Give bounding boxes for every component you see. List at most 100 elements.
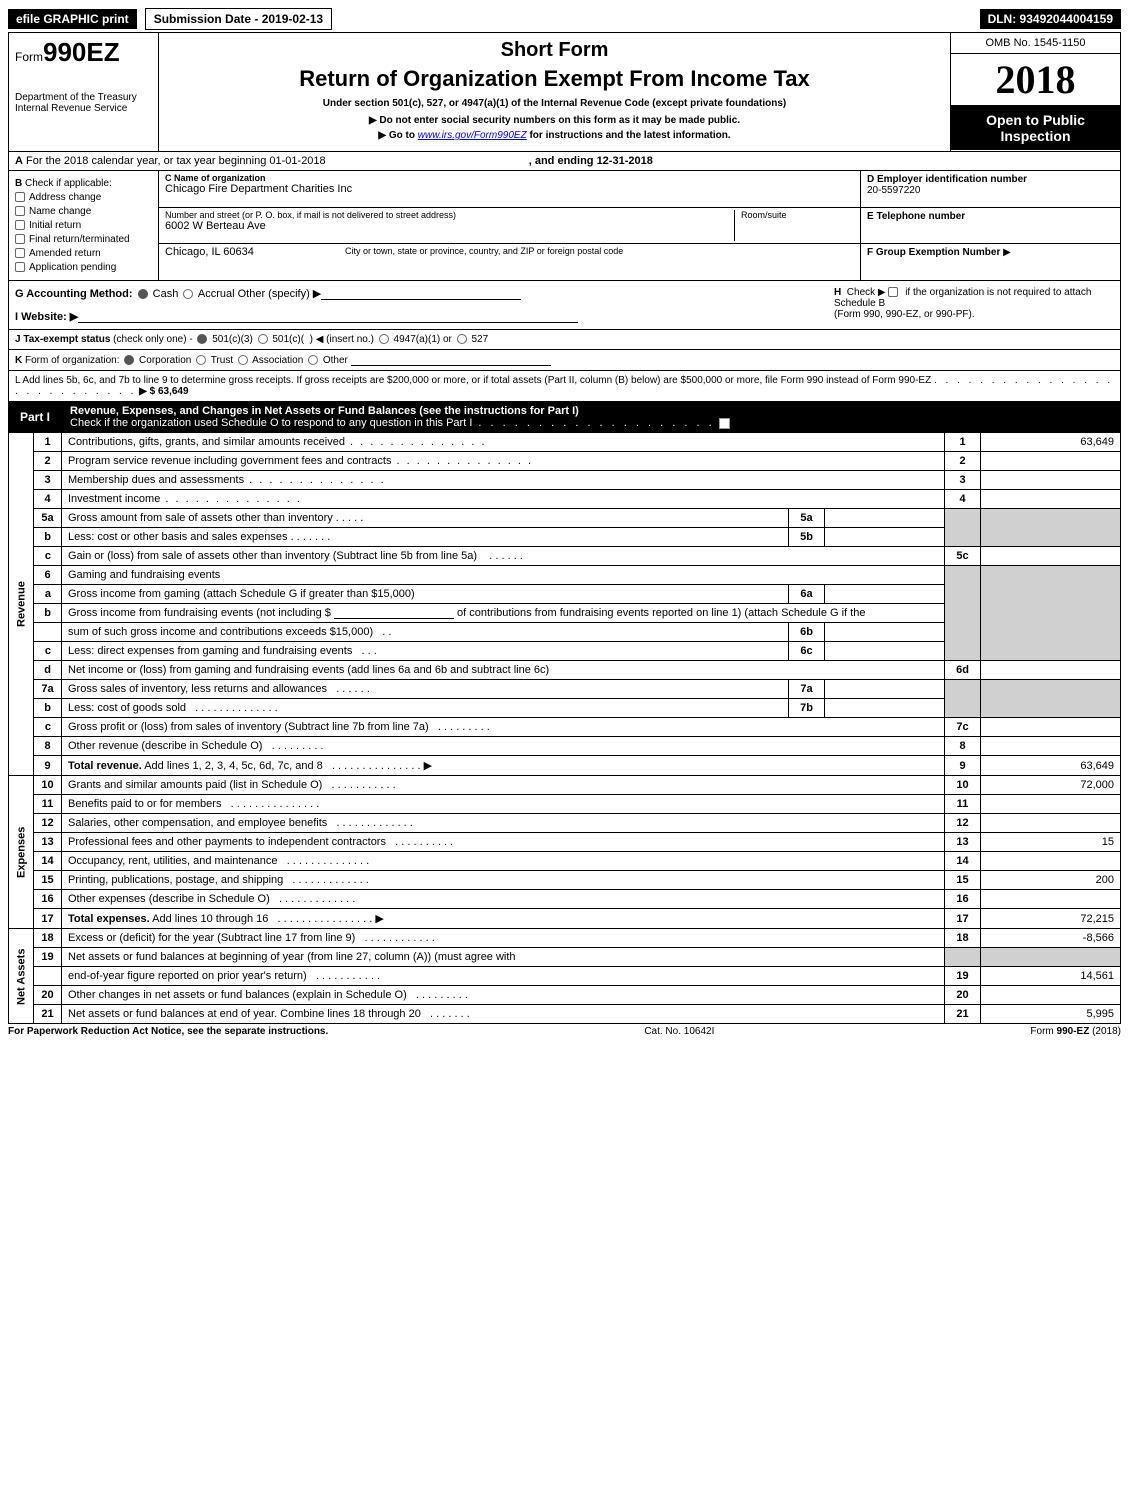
rnum-12: 12 bbox=[945, 814, 981, 833]
ln-19: 19 bbox=[34, 948, 62, 967]
c-name-label: C Name of organization bbox=[165, 173, 266, 183]
rnum-11: 11 bbox=[945, 795, 981, 814]
ln-7c: c bbox=[34, 718, 62, 737]
mid-6a: 6a bbox=[789, 585, 825, 604]
ssn-warning: ▶ Do not enter social security numbers o… bbox=[369, 115, 740, 126]
ln-6b2 bbox=[34, 623, 62, 642]
radio-4947[interactable] bbox=[379, 334, 389, 344]
b-item-3: Final return/terminated bbox=[29, 234, 130, 245]
ln-6b: b bbox=[34, 604, 62, 623]
h-check: Check ▶ bbox=[847, 287, 886, 298]
midval-6b bbox=[825, 623, 945, 642]
radio-corp[interactable] bbox=[124, 355, 134, 365]
desc-7b: Less: cost of goods sold bbox=[68, 702, 186, 714]
ln-7a: 7a bbox=[34, 680, 62, 699]
rnum-21: 21 bbox=[945, 1005, 981, 1024]
radio-trust[interactable] bbox=[196, 355, 206, 365]
rval-9: 63,649 bbox=[981, 756, 1121, 776]
6b-amount-field[interactable] bbox=[334, 607, 454, 619]
dln-label: DLN: 93492044004159 bbox=[980, 9, 1121, 29]
rval-13: 15 bbox=[981, 833, 1121, 852]
chk-amended-return[interactable] bbox=[15, 248, 25, 258]
form-header: Form990EZ Department of the Treasury Int… bbox=[8, 32, 1121, 152]
irs-link[interactable]: www.irs.gov/Form990EZ bbox=[418, 130, 527, 141]
rnum-10: 10 bbox=[945, 776, 981, 795]
l-amount: ▶ $ 63,649 bbox=[139, 386, 188, 397]
other-org-field[interactable] bbox=[351, 354, 551, 366]
ln-5b: b bbox=[34, 528, 62, 547]
rval-1: 63,649 bbox=[981, 433, 1121, 452]
chk-name-change[interactable] bbox=[15, 206, 25, 216]
desc-10: Grants and similar amounts paid (list in… bbox=[68, 779, 322, 791]
desc-4: Investment income bbox=[68, 493, 160, 505]
goto-prefix: ▶ Go to bbox=[378, 130, 417, 141]
rnum-4: 4 bbox=[945, 490, 981, 509]
col-c: C Name of organization Chicago Fire Depa… bbox=[159, 171, 860, 280]
chk-application-pending[interactable] bbox=[15, 262, 25, 272]
desc-21: Net assets or fund balances at end of ye… bbox=[68, 1008, 421, 1020]
open-public-1: Open to Public bbox=[955, 112, 1116, 128]
short-form-title: Short Form bbox=[165, 39, 944, 62]
rnum-5c: 5c bbox=[945, 547, 981, 566]
desc-6a: Gross income from gaming (attach Schedul… bbox=[68, 588, 415, 600]
website-field[interactable] bbox=[78, 311, 578, 323]
row-k: K Form of organization: Corporation Trus… bbox=[8, 350, 1121, 371]
rnum-19: 19 bbox=[945, 967, 981, 986]
rnum-13: 13 bbox=[945, 833, 981, 852]
desc-2: Program service revenue including govern… bbox=[68, 455, 391, 467]
ln-6a: a bbox=[34, 585, 62, 604]
rnum-3: 3 bbox=[945, 471, 981, 490]
midval-7a bbox=[825, 680, 945, 699]
part1-sub: Check if the organization used Schedule … bbox=[70, 417, 472, 429]
desc-18: Excess or (deficit) for the year (Subtra… bbox=[68, 932, 355, 944]
ln-2: 2 bbox=[34, 452, 62, 471]
mid-6b: 6b bbox=[789, 623, 825, 642]
radio-501c3[interactable] bbox=[197, 334, 207, 344]
chk-initial-return[interactable] bbox=[15, 220, 25, 230]
radio-cash[interactable] bbox=[138, 289, 148, 299]
chk-part1[interactable] bbox=[719, 418, 730, 429]
top-bar: efile GRAPHIC print Submission Date - 20… bbox=[8, 8, 1121, 30]
shade-7v bbox=[981, 680, 1121, 718]
ln-5a: 5a bbox=[34, 509, 62, 528]
desc-19: Net assets or fund balances at beginning… bbox=[68, 951, 516, 963]
radio-assoc[interactable] bbox=[238, 355, 248, 365]
g-opt-0: Cash bbox=[153, 288, 179, 300]
row-j: J Tax-exempt status (check only one) - 5… bbox=[8, 330, 1121, 350]
part1-label: Part I bbox=[16, 408, 62, 426]
revenue-label: Revenue bbox=[9, 433, 34, 776]
netassets-label: Net Assets bbox=[9, 929, 34, 1024]
radio-527[interactable] bbox=[457, 334, 467, 344]
radio-501c[interactable] bbox=[258, 334, 268, 344]
shade-6 bbox=[945, 566, 981, 661]
ln-14: 14 bbox=[34, 852, 62, 871]
midval-6a bbox=[825, 585, 945, 604]
part1-header: Part I Revenue, Expenses, and Changes in… bbox=[8, 402, 1121, 432]
col-b: B Check if applicable: Address change Na… bbox=[9, 171, 159, 280]
desc-6c: Less: direct expenses from gaming and fu… bbox=[68, 645, 352, 657]
midval-7b bbox=[825, 699, 945, 718]
mid-5b: 5b bbox=[789, 528, 825, 547]
rval-4 bbox=[981, 490, 1121, 509]
radio-accrual[interactable] bbox=[183, 289, 193, 299]
chk-h[interactable] bbox=[888, 287, 898, 297]
mid-7b: 7b bbox=[789, 699, 825, 718]
rnum-18: 18 bbox=[945, 929, 981, 948]
expenses-label: Expenses bbox=[9, 776, 34, 929]
chk-address-change[interactable] bbox=[15, 192, 25, 202]
shade-6v bbox=[981, 566, 1121, 661]
chk-final-return[interactable] bbox=[15, 234, 25, 244]
g-other-field[interactable] bbox=[321, 288, 521, 300]
part1-title: Revenue, Expenses, and Changes in Net As… bbox=[70, 405, 579, 417]
org-city: Chicago, IL 60634 bbox=[165, 246, 325, 278]
org-street: 6002 W Berteau Ave bbox=[165, 220, 734, 232]
desc-14: Occupancy, rent, utilities, and maintena… bbox=[68, 855, 278, 867]
ln-18: 18 bbox=[34, 929, 62, 948]
efile-badge: efile GRAPHIC print bbox=[8, 9, 137, 29]
desc-15: Printing, publications, postage, and shi… bbox=[68, 874, 283, 886]
ln-16: 16 bbox=[34, 890, 62, 909]
desc-5b: Less: cost or other basis and sales expe… bbox=[68, 531, 288, 543]
tax-year: 2018 bbox=[951, 54, 1120, 106]
rval-8 bbox=[981, 737, 1121, 756]
radio-other-org[interactable] bbox=[308, 355, 318, 365]
